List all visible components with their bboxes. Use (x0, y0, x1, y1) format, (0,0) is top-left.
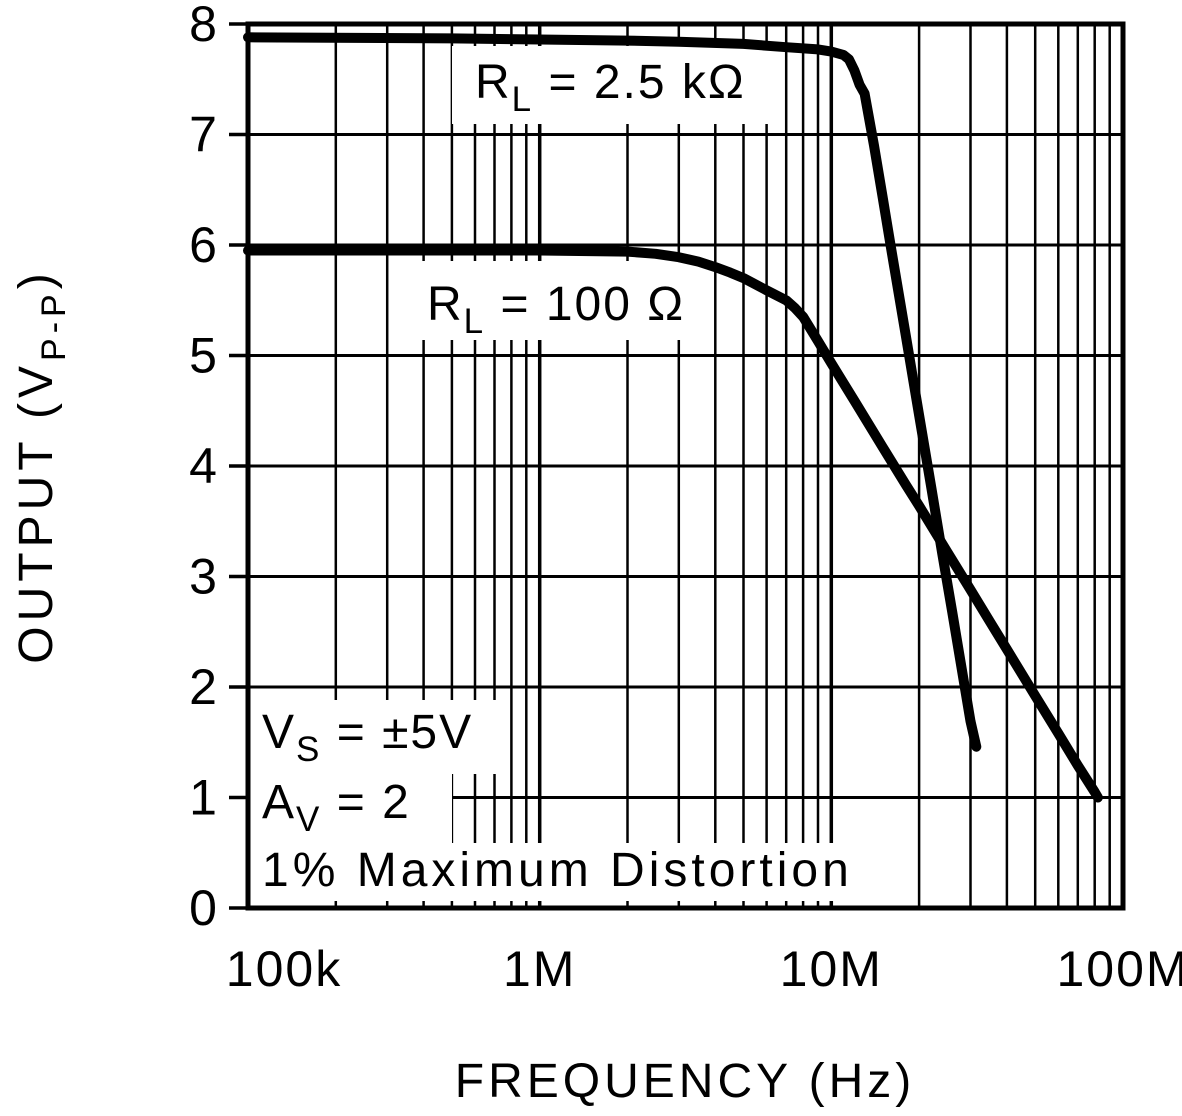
annotation-distortion: 1% Maximum Distortion (262, 844, 853, 897)
grid (248, 24, 1123, 908)
label-background (413, 261, 712, 340)
x-tick-label: 100k (226, 941, 342, 997)
y-tick-label: 7 (189, 107, 219, 163)
label-background (250, 843, 864, 901)
annotation-supply-voltage: VS = ±5V (262, 706, 473, 769)
y-tick-label: 1 (189, 770, 219, 826)
x-axis-title: FREQUENCY (Hz) (455, 1055, 915, 1108)
y-tick-label: 4 (189, 438, 219, 494)
curve-labels-and-annotations: RL = 2.5 kΩ RL = 100 Ω VS = ±5V AV = 21% Ma… (262, 56, 853, 897)
annotation-gain: AV = 2 (262, 776, 411, 839)
y-tick-label: 2 (189, 659, 219, 715)
y-axis-ticks (229, 22, 248, 910)
y-axis-title: OUTPUT (VP-P) (10, 268, 73, 663)
plot-border (245, 21, 1126, 911)
data-curves (243, 32, 1103, 803)
axis-tick-labels: 0 1 2 3 4 5 6 7 8 100k 1M 10M 100M (189, 0, 1182, 997)
y-tick-label: 8 (189, 0, 219, 52)
curve-label-rl-100: RL = 100 Ω (427, 278, 685, 341)
label-background (452, 46, 780, 124)
curve-label-rl-2.5k: RL = 2.5 kΩ (475, 56, 746, 119)
y-tick-label: 5 (189, 328, 219, 384)
label-background (250, 700, 497, 774)
y-tick-label: 6 (189, 217, 219, 273)
label-background-boxes (250, 46, 864, 901)
x-tick-label: 100M (1056, 941, 1182, 997)
y-tick-label: 3 (189, 549, 219, 605)
x-tick-label: 1M (503, 941, 576, 997)
y-tick-label: 0 (189, 880, 219, 936)
x-tick-label: 10M (780, 941, 883, 997)
curve-rl-2.5k (243, 32, 982, 752)
curve-rl-100 (243, 245, 1103, 803)
label-background (250, 774, 452, 843)
